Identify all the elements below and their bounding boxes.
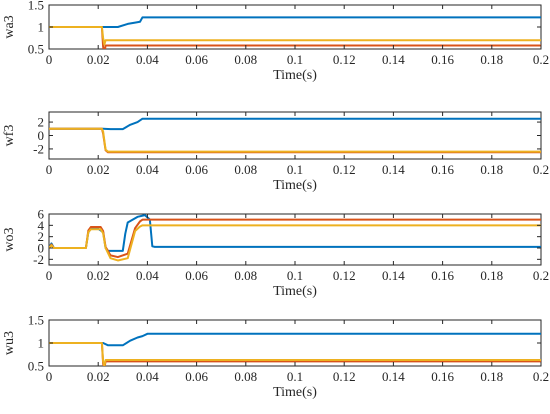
x-tick-label: 0.16 [431,162,454,177]
y-axis-title: wo3 [2,227,17,251]
x-tick-label: 0.08 [234,52,257,67]
y-tick-label: 4 [38,218,45,233]
subplot-wu3: 0 0.02 0.04 0.06 0.08 0.1 0.12 0.14 0.16 0.18 0.2 0… [2,313,549,401]
x-tick-label: 0.16 [431,268,454,283]
y-tick-label: 0.5 [28,42,44,57]
y-tick-label: 1 [38,20,45,35]
x-tick-label: 0.02 [87,162,110,177]
plot-area [48,319,542,367]
series-line-3 [49,342,541,366]
x-tick-label: 0.18 [480,369,503,384]
y-tick-label: 6 [38,207,45,222]
x-tick-label: 0.18 [480,268,503,283]
x-tick-label: 0.12 [333,52,356,67]
series-line-1 [49,117,541,131]
y-axis-title: wf3 [2,125,17,147]
series-line-3 [49,26,541,46]
x-axis-title: Time(s) [273,385,317,400]
x-tick-label: 0 [46,268,53,283]
x-tick-label: 0.14 [382,369,405,384]
y-tick-label: 1.5 [28,0,44,13]
y-tick-label: 2 [38,229,45,244]
x-tick-label: 0.08 [234,268,257,283]
x-tick-label: 0 [46,52,53,67]
x-tick-label: 0 [46,369,53,384]
x-tick-label: 0.06 [185,369,208,384]
x-tick-label: 0.02 [87,52,110,67]
x-tick-label: 0.1 [287,268,303,283]
x-tick-label: 0.12 [333,162,356,177]
plot-area [48,213,542,266]
x-axis-title: Time(s) [273,68,317,83]
y-tick-label: 1.5 [28,313,44,328]
x-tick-label: 0.2 [533,268,549,283]
x-tick-label: 0.12 [333,268,356,283]
y-tick-label: 0 [38,241,45,256]
x-tick-label: 0.06 [185,52,208,67]
y-tick-label: 2 [38,115,45,130]
y-axis-title: wa3 [2,15,17,38]
subplot-wo3: 0 0.02 0.04 0.06 0.08 0.1 0.12 0.14 0.16 0.18 0.2 -… [2,207,549,300]
y-tick-label: 1 [38,336,45,351]
series-line-3 [49,127,541,153]
series-line-3 [49,224,541,262]
x-tick-label: 0.1 [287,369,303,384]
x-tick-label: 0.02 [87,369,110,384]
series-line-1 [49,16,541,28]
x-tick-label: 0.2 [533,162,549,177]
x-tick-label: 0.14 [382,52,405,67]
y-axis-title: wu3 [2,331,17,355]
plot-area [48,4,542,50]
x-tick-label: 0.12 [333,369,356,384]
x-axis-title: Time(s) [273,284,317,299]
x-tick-label: 0.16 [431,52,454,67]
x-tick-label: 0.08 [234,162,257,177]
x-tick-label: 0.2 [533,52,549,67]
x-axis-title: Time(s) [273,178,317,193]
subplot-wa3: 0 0.02 0.04 0.06 0.08 0.1 0.12 0.14 0.16 0.18 0.2 0… [2,0,549,83]
x-tick-label: 0.16 [431,369,454,384]
x-tick-label: 0.06 [185,268,208,283]
x-tick-label: 0.04 [136,369,159,384]
x-tick-label: 0.08 [234,369,257,384]
y-tick-label: -2 [33,252,44,267]
x-tick-label: 0.04 [136,268,159,283]
x-tick-label: 0.04 [136,52,159,67]
x-tick-label: 0.1 [287,52,303,67]
x-tick-label: 0.14 [382,268,405,283]
x-tick-label: 0 [46,162,53,177]
x-tick-label: 0.04 [136,162,159,177]
x-tick-label: 0.02 [87,268,110,283]
series-line-1 [49,332,541,347]
y-tick-label: 0.5 [28,359,44,374]
subplot-wf3: 0 0.02 0.04 0.06 0.08 0.1 0.12 0.14 0.16 0.18 0.2 -… [2,111,549,193]
x-tick-label: 0.1 [287,162,303,177]
x-tick-label: 0.18 [480,52,503,67]
y-tick-label: -2 [33,141,44,156]
x-tick-label: 0.18 [480,162,503,177]
y-tick-label: 0 [38,128,45,143]
x-tick-label: 0.14 [382,162,405,177]
x-tick-label: 0.06 [185,162,208,177]
x-tick-label: 0.2 [533,369,549,384]
